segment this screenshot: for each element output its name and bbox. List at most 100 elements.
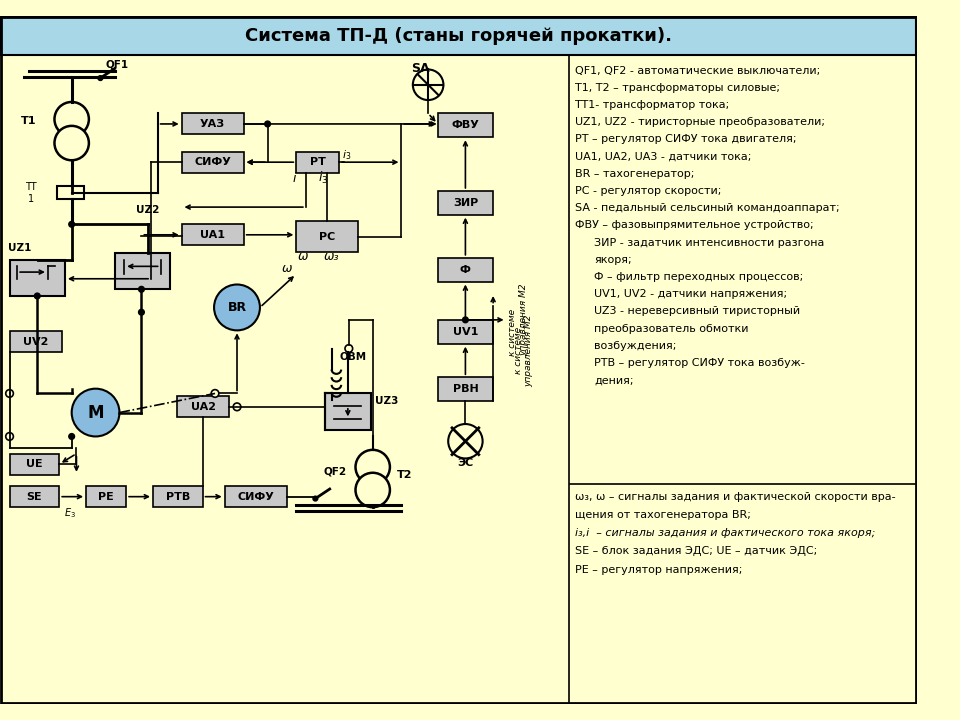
Text: $i$: $i$	[292, 171, 297, 186]
Bar	[153, 486, 203, 507]
Circle shape	[413, 69, 444, 100]
Text: UZ1: UZ1	[8, 243, 31, 253]
Text: BR – тахогенератор;: BR – тахогенератор;	[575, 169, 695, 179]
Text: T1, T2 – трансформаторы силовые;: T1, T2 – трансформаторы силовые;	[575, 83, 780, 93]
Text: УАЗ: УАЗ	[200, 119, 226, 129]
Text: возбуждения;: возбуждения;	[594, 341, 677, 351]
Text: ω: ω	[299, 251, 309, 264]
Text: PC - регулятор скорости;: PC - регулятор скорости;	[575, 186, 722, 196]
Text: $i_3$: $i_3$	[318, 171, 328, 186]
Text: PE: PE	[98, 492, 114, 502]
Text: ОВМ: ОВМ	[339, 352, 367, 362]
Text: UV1: UV1	[453, 327, 478, 337]
Text: UZ1, UZ2 - тиристорные преобразователи;: UZ1, UZ2 - тиристорные преобразователи;	[575, 117, 826, 127]
Circle shape	[463, 317, 468, 323]
Bar	[10, 486, 60, 507]
Text: TT1- трансформатор тока;: TT1- трансформатор тока;	[575, 100, 730, 110]
Circle shape	[6, 433, 13, 440]
Bar	[438, 258, 493, 282]
Text: UA2: UA2	[191, 402, 216, 412]
Text: Ф: Ф	[460, 265, 470, 275]
Bar	[324, 393, 371, 430]
Bar	[10, 260, 65, 296]
Circle shape	[233, 403, 241, 410]
Circle shape	[138, 287, 144, 292]
Text: UZ3 - нереверсивный тиристорный: UZ3 - нереверсивный тиристорный	[594, 307, 801, 317]
Circle shape	[55, 126, 89, 161]
Circle shape	[69, 433, 75, 439]
Text: РТ: РТ	[310, 157, 325, 167]
Text: TT
1: TT 1	[25, 182, 36, 204]
Text: ω₃, ω – сигналы задания и фактической скорости вра-: ω₃, ω – сигналы задания и фактической ск…	[575, 492, 896, 502]
Text: ФВУ: ФВУ	[451, 120, 479, 130]
Text: ω: ω	[282, 262, 293, 275]
Text: Система ТП-Д (станы горячей прокатки).: Система ТП-Д (станы горячей прокатки).	[245, 27, 672, 45]
Text: UA1, UA2, UA3 - датчики тока;: UA1, UA2, UA3 - датчики тока;	[575, 152, 752, 162]
Bar	[177, 396, 229, 418]
Text: РТВ: РТВ	[166, 492, 190, 502]
Text: ω₃: ω₃	[324, 251, 339, 264]
Text: дения;: дения;	[594, 375, 634, 385]
Text: SA: SA	[411, 62, 429, 75]
Bar	[114, 253, 170, 289]
Text: щения от тахогенератора BR;: щения от тахогенератора BR;	[575, 510, 751, 520]
Text: UZ2: UZ2	[136, 204, 159, 215]
Bar	[181, 152, 244, 173]
Circle shape	[355, 473, 390, 507]
Circle shape	[265, 121, 271, 127]
Text: РС: РС	[319, 232, 335, 242]
Text: ЭС: ЭС	[457, 458, 473, 468]
Circle shape	[448, 424, 483, 459]
Text: BR: BR	[228, 301, 247, 314]
Text: SE – блок задания ЭДС; UE – датчик ЭДС;: SE – блок задания ЭДС; UE – датчик ЭДС;	[575, 546, 818, 557]
Bar	[1, 17, 917, 55]
Bar	[438, 114, 493, 138]
Text: UZ3: UZ3	[374, 396, 398, 406]
Circle shape	[138, 310, 144, 315]
Circle shape	[98, 76, 103, 81]
Text: ЗИР: ЗИР	[453, 198, 478, 208]
Circle shape	[72, 389, 119, 436]
Text: T2: T2	[396, 469, 412, 480]
Text: преобразователь обмотки: преобразователь обмотки	[594, 324, 749, 333]
Bar	[86, 486, 126, 507]
Text: M: M	[87, 404, 104, 422]
Text: QF2: QF2	[323, 467, 347, 477]
Text: UV2: UV2	[23, 337, 49, 347]
Circle shape	[69, 222, 75, 228]
Bar	[225, 486, 287, 507]
Text: Ф – фильтр переходных процессов;: Ф – фильтр переходных процессов;	[594, 272, 804, 282]
Text: РВН: РВН	[452, 384, 478, 394]
Text: UA1: UA1	[200, 230, 226, 240]
Text: PE – регулятор напряжения;: PE – регулятор напряжения;	[575, 564, 743, 575]
Text: $i_3$: $i_3$	[342, 148, 351, 163]
Bar	[58, 186, 84, 199]
Text: SA - педальный сельсиный командоаппарат;: SA - педальный сельсиный командоаппарат;	[575, 203, 840, 213]
Bar	[438, 320, 493, 343]
Bar	[181, 114, 244, 135]
Text: UE: UE	[26, 459, 42, 469]
Text: QF1: QF1	[106, 60, 129, 69]
Circle shape	[345, 345, 352, 352]
Bar	[297, 222, 358, 252]
Text: ЗИР - задатчик интенсивности разгона: ЗИР - задатчик интенсивности разгона	[594, 238, 825, 248]
Circle shape	[35, 293, 40, 299]
Text: РТВ – регулятор СИФУ тока возбуж-: РТВ – регулятор СИФУ тока возбуж-	[594, 358, 805, 368]
Text: T1: T1	[21, 116, 36, 126]
Text: СИФУ: СИФУ	[194, 157, 231, 167]
Text: UV1, UV2 - датчики напряжения;: UV1, UV2 - датчики напряжения;	[594, 289, 787, 300]
Circle shape	[214, 284, 260, 330]
Bar	[10, 454, 60, 474]
Bar	[438, 377, 493, 401]
Bar	[297, 152, 339, 173]
Circle shape	[55, 102, 89, 136]
Text: SE: SE	[27, 492, 42, 502]
Text: i₃,i  – сигналы задания и фактического тока якоря;: i₃,i – сигналы задания и фактического то…	[575, 528, 876, 538]
Text: $E_3$: $E_3$	[63, 506, 76, 520]
Text: PT – регулятор СИФУ тока двигателя;: PT – регулятор СИФУ тока двигателя;	[575, 135, 797, 145]
Text: QF1, QF2 - автоматические выключатели;: QF1, QF2 - автоматические выключатели;	[575, 66, 821, 76]
Bar	[10, 331, 62, 352]
Circle shape	[211, 390, 219, 397]
Circle shape	[6, 390, 13, 397]
Text: к системе
управления M2: к системе управления M2	[509, 284, 528, 356]
